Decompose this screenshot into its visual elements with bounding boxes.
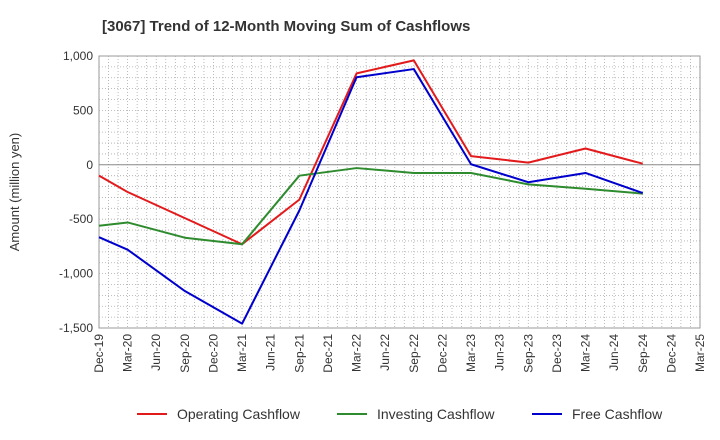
y-axis-label: Amount (million yen) [7, 133, 22, 252]
legend: Operating Cashflow Investing Cashflow Free… [137, 406, 663, 422]
legend-label-free-cashflow: Free Cashflow [572, 406, 663, 422]
x-tick-label: Dec-19 [92, 334, 106, 373]
x-tick-label: Mar-21 [235, 334, 249, 372]
legend-label-investing-cashflow: Investing Cashflow [377, 406, 495, 422]
plot-area [98, 55, 701, 329]
x-tick-label: Jun-21 [264, 334, 278, 371]
x-tick-label: Mar-25 [693, 334, 707, 372]
x-tick-label: Jun-23 [493, 334, 507, 371]
y-tick-label: 0 [86, 158, 93, 172]
x-tick-label: Sep-23 [521, 334, 535, 373]
y-tick-label: 1,000 [63, 49, 93, 63]
x-tick-label: Jun-20 [149, 334, 163, 371]
x-axis-ticks: Dec-19 Mar-20 Jun-20 Sep-20 Dec-20 Mar-21 Jun-… [92, 334, 707, 373]
x-tick-label: Mar-23 [464, 334, 478, 372]
x-tick-label: Sep-21 [292, 334, 306, 373]
series-line-operating-cashflow [98, 59, 644, 246]
chart-title: [3067] Trend of 12-Month Moving Sum of C… [102, 18, 470, 35]
x-tick-label: Mar-24 [579, 334, 593, 372]
x-tick-label: Sep-24 [636, 334, 650, 373]
x-tick-label: Sep-20 [178, 334, 192, 373]
x-tick-label: Dec-21 [321, 334, 335, 373]
y-tick-label: -1,000 [59, 267, 93, 281]
x-tick-label: Sep-22 [407, 334, 421, 373]
x-tick-label: Mar-22 [350, 334, 364, 372]
y-tick-label: -500 [69, 212, 93, 226]
x-tick-label: Jun-22 [378, 334, 392, 371]
x-tick-label: Dec-24 [664, 334, 678, 373]
x-tick-label: Dec-20 [206, 334, 220, 373]
series-line-investing-cashflow [98, 167, 643, 246]
x-tick-label: Dec-22 [435, 334, 449, 373]
x-tick-label: Jun-24 [607, 334, 621, 371]
y-tick-label: -1,500 [59, 321, 93, 335]
x-tick-label: Mar-20 [121, 334, 135, 372]
legend-label-operating-cashflow: Operating Cashflow [177, 406, 301, 422]
y-tick-label: 500 [73, 103, 93, 117]
series-lines [98, 59, 644, 325]
series-line-free-cashflow [98, 68, 644, 325]
y-axis-ticks: 1,000 500 0 -500 -1,000 -1,500 [59, 49, 93, 335]
x-tick-label: Dec-23 [550, 334, 564, 373]
